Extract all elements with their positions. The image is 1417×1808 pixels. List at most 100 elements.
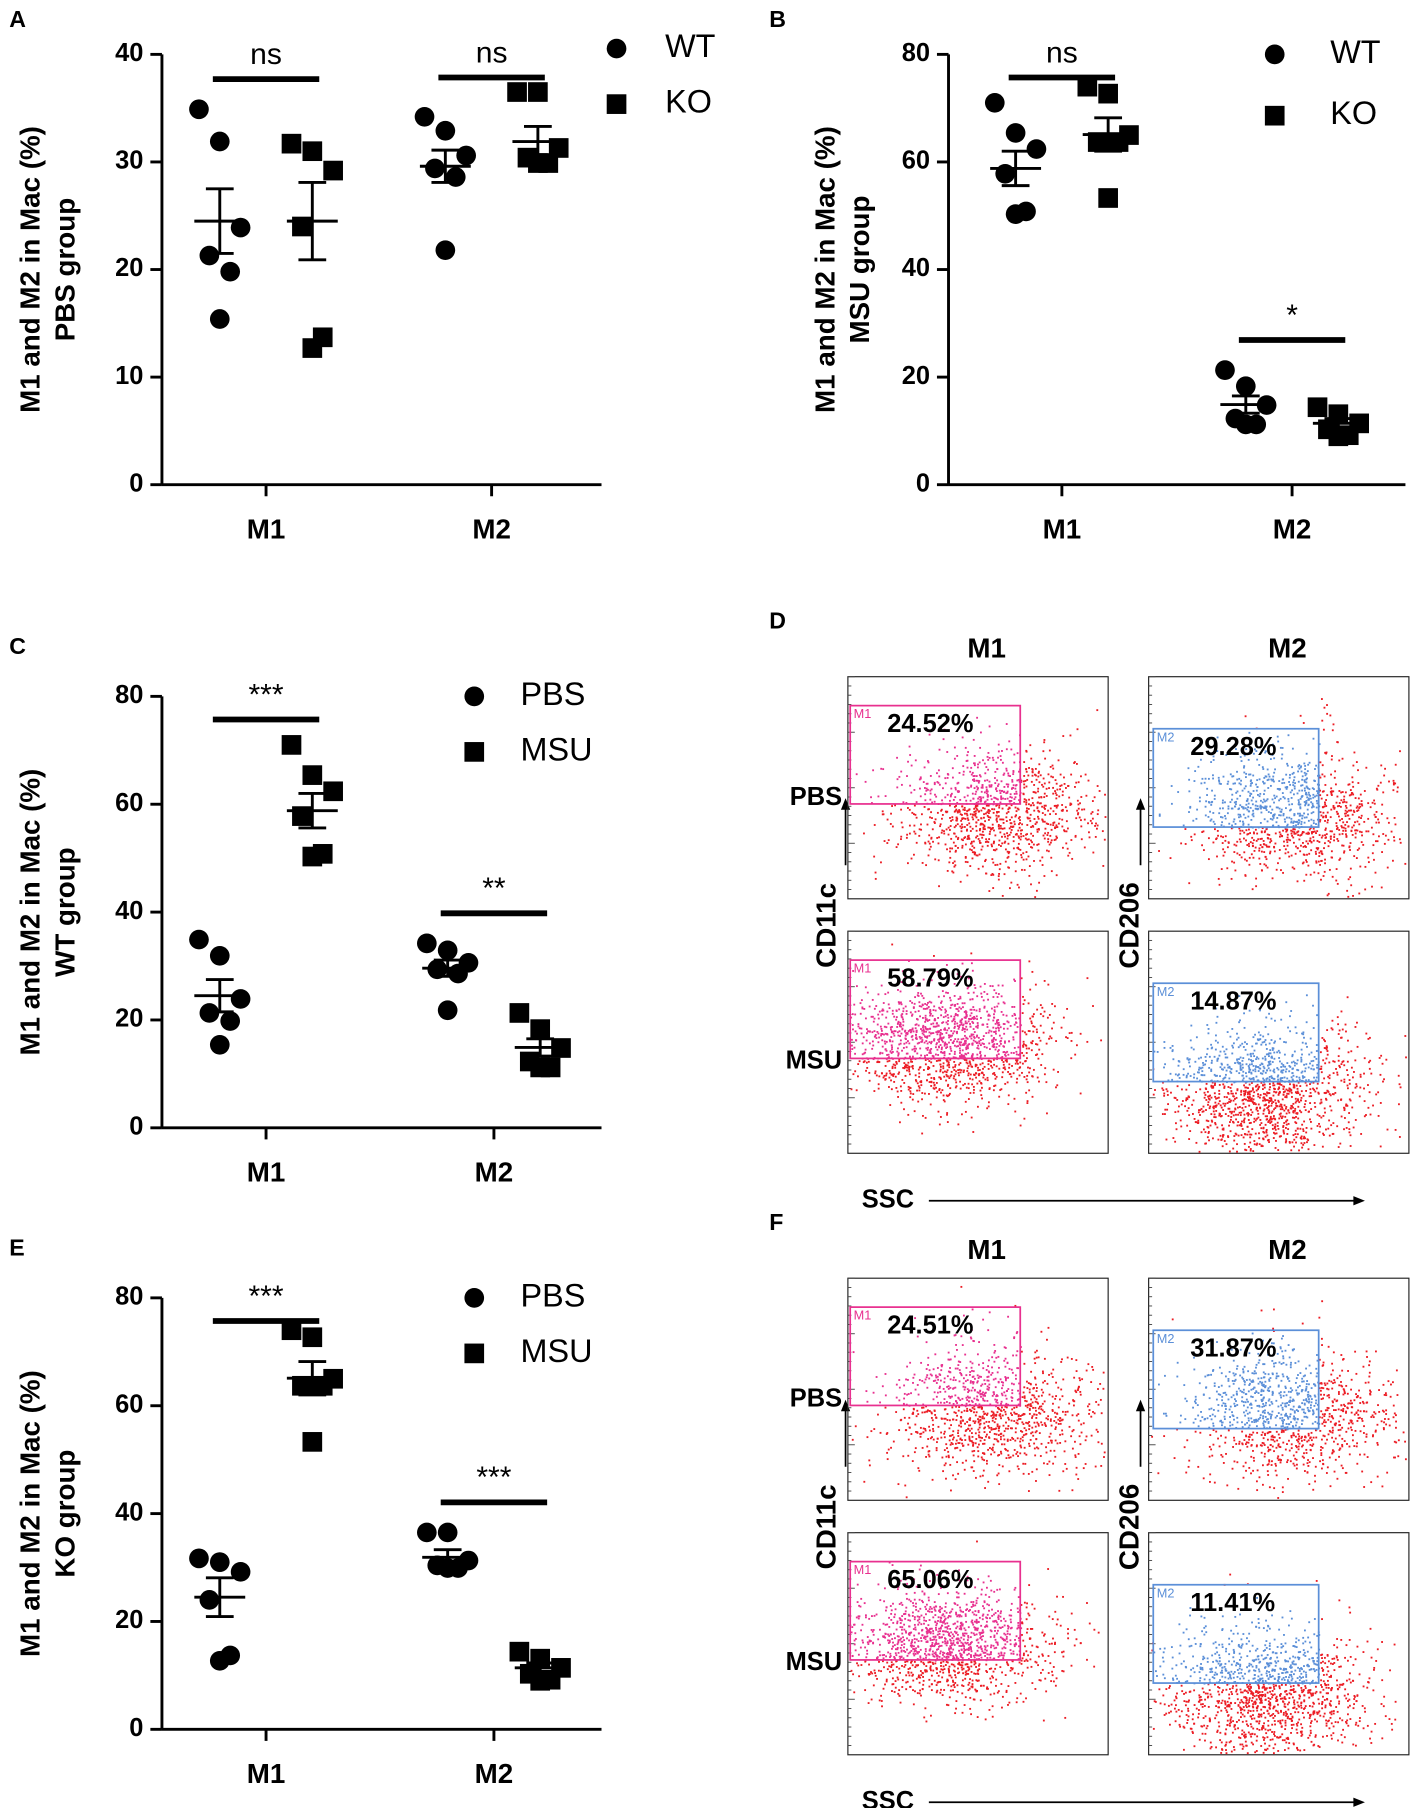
- event-dot: [870, 1015, 873, 1018]
- event-dot: [955, 804, 957, 807]
- event-dot: [1169, 1072, 1172, 1075]
- event-dot: [1054, 1005, 1056, 1008]
- event-dot: [891, 1067, 894, 1070]
- event-dot: [949, 1075, 952, 1078]
- event-dot: [1270, 812, 1272, 814]
- event-dot: [1008, 866, 1010, 869]
- event-dot: [1228, 1100, 1231, 1103]
- event-dot: [883, 1074, 886, 1077]
- event-dot: [1371, 885, 1373, 888]
- event-dot: [1307, 832, 1309, 835]
- event-dot: [898, 1060, 901, 1063]
- event-dot: [945, 1079, 948, 1082]
- event-dot: [1067, 854, 1070, 857]
- event-dot: [1324, 829, 1327, 831]
- event-dot: [911, 1065, 914, 1068]
- event-dot: [1096, 785, 1099, 787]
- event-dot: [1209, 1105, 1212, 1108]
- y-axis-title: CD206: [1114, 882, 1145, 968]
- event-dot: [1238, 1111, 1241, 1114]
- event-dot: [1026, 838, 1029, 841]
- data-point: [302, 846, 323, 867]
- event-dot: [1327, 819, 1329, 822]
- event-dot: [1022, 858, 1025, 861]
- event-dot: [935, 1070, 938, 1073]
- event-dot: [1323, 1047, 1326, 1049]
- event-dot: [1265, 805, 1268, 808]
- event-dot: [1045, 787, 1048, 790]
- event-dot: [1006, 1020, 1009, 1023]
- event-dot: [915, 1029, 918, 1032]
- event-dot: [1246, 844, 1249, 846]
- event-dot: [1046, 1016, 1049, 1019]
- event-dot: [928, 1019, 931, 1021]
- event-dot: [1006, 1081, 1009, 1084]
- event-dot: [990, 798, 993, 801]
- event-dot: [1015, 1050, 1018, 1053]
- event-dot: [877, 1013, 880, 1016]
- event-dot: [1292, 1102, 1295, 1105]
- event-dot: [975, 816, 978, 819]
- event-dot: [1374, 871, 1377, 874]
- data-point: [530, 1057, 551, 1078]
- event-dot: [986, 1076, 989, 1079]
- event-dot: [1238, 807, 1241, 810]
- event-dot: [1048, 749, 1051, 752]
- event-dot: [1263, 863, 1266, 866]
- event-dot: [904, 1074, 907, 1077]
- event-dot: [1092, 1005, 1094, 1007]
- event-dot: [986, 1010, 989, 1013]
- event-dot: [1289, 1030, 1292, 1033]
- event-dot: [1021, 868, 1023, 871]
- event-dot: [977, 810, 980, 813]
- event-dot: [1284, 1070, 1287, 1073]
- event-dot: [953, 1030, 956, 1033]
- event-dot: [924, 1003, 927, 1005]
- event-dot: [955, 808, 958, 811]
- event-dot: [1184, 1105, 1187, 1108]
- event-dot: [900, 1032, 903, 1035]
- event-dot: [1097, 809, 1100, 812]
- event-dot: [1198, 1066, 1201, 1069]
- event-dot: [1380, 886, 1383, 889]
- event-dot: [1290, 1076, 1293, 1079]
- event-dot: [1264, 1104, 1267, 1106]
- event-dot: [961, 1029, 964, 1032]
- event-dot: [1065, 842, 1068, 845]
- event-dot: [968, 837, 971, 840]
- event-dot: [884, 795, 887, 798]
- event-dot: [984, 828, 986, 831]
- event-dot: [913, 853, 915, 856]
- event-dot: [1077, 781, 1080, 784]
- event-dot: [878, 1010, 881, 1013]
- event-dot: [961, 846, 964, 849]
- event-dot: [1324, 858, 1326, 861]
- event-dot: [872, 769, 875, 772]
- event-dot: [855, 1089, 858, 1092]
- event-dot: [1038, 781, 1041, 784]
- event-dot: [1226, 846, 1229, 849]
- event-dot: [975, 779, 978, 782]
- event-dot: [1245, 1098, 1247, 1101]
- event-dot: [1028, 798, 1030, 801]
- event-dot: [1374, 815, 1377, 818]
- event-dot: [1260, 807, 1262, 810]
- event-dot: [976, 1026, 979, 1029]
- event-dot: [937, 859, 940, 862]
- event-dot: [1362, 843, 1365, 846]
- event-dot: [1349, 789, 1352, 791]
- event-dot: [995, 814, 998, 817]
- event-dot: [1376, 840, 1379, 843]
- event-dot: [1322, 1114, 1325, 1117]
- event-dot: [1383, 774, 1386, 777]
- event-dot: [1287, 1122, 1290, 1125]
- legend-marker: [1264, 44, 1285, 65]
- event-dot: [881, 1008, 884, 1011]
- event-dot: [1199, 1109, 1202, 1112]
- event-dot: [1313, 788, 1315, 791]
- event-dot: [1222, 1134, 1225, 1136]
- event-dot: [1192, 1113, 1194, 1115]
- event-dot: [1285, 1105, 1288, 1108]
- event-dot: [1024, 1031, 1026, 1034]
- data-point: [230, 217, 251, 238]
